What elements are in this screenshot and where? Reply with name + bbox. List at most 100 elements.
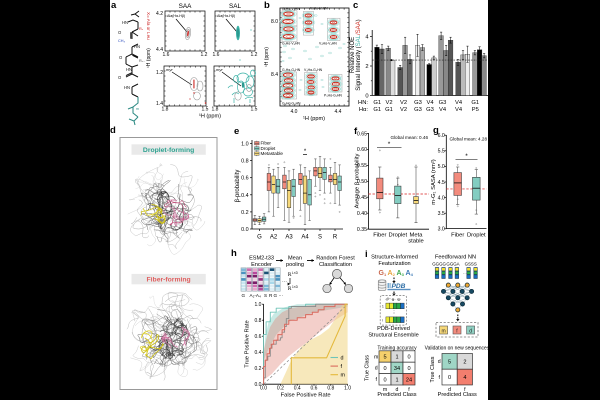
svg-text:A₂-A₄: A₂-A₄	[250, 293, 261, 298]
svg-text:G: G	[257, 235, 262, 241]
svg-text:pooling: pooling	[286, 262, 304, 268]
svg-text:1: 1	[382, 305, 384, 309]
svg-text:myr: myr	[216, 67, 223, 72]
svg-text:G3: G3	[414, 100, 422, 106]
svg-text:Signal Intensity (SAL/SAA): Signal Intensity (SAL/SAA)	[356, 19, 362, 90]
svg-text:Structure-Informed: Structure-Informed	[371, 255, 418, 261]
svg-text:1.2: 1.2	[156, 70, 163, 76]
svg-text:1.0: 1.0	[254, 302, 261, 308]
svg-text:Relative NOE: Relative NOE	[350, 37, 356, 73]
svg-text:0.4: 0.4	[294, 386, 301, 392]
svg-text:V2: V2	[385, 100, 392, 106]
svg-text:f: f	[375, 377, 377, 383]
svg-text:G3: G3	[426, 107, 434, 113]
svg-text:G: G	[274, 293, 278, 298]
svg-text:0.4: 0.4	[254, 350, 261, 356]
svg-text:G1: G1	[373, 107, 381, 113]
svg-text:G: G	[242, 293, 246, 298]
svg-text:SAA: SAA	[179, 3, 193, 10]
svg-text:d: d	[469, 328, 472, 334]
svg-text:V2: V2	[400, 107, 407, 113]
svg-text:1.4: 1.4	[156, 101, 163, 107]
svg-text:1.2: 1.2	[251, 52, 258, 58]
svg-text:Rₓ₋: Rₓ₋	[139, 59, 145, 63]
svg-text:0: 0	[407, 355, 410, 361]
svg-text:A4: A4	[406, 270, 414, 277]
svg-text:ss,: ss,	[385, 296, 391, 302]
svg-text:True Class: True Class	[365, 355, 371, 381]
svg-text:S: S	[318, 235, 322, 241]
svg-text:¹H (ppm): ¹H (ppm)	[199, 114, 221, 120]
svg-text:d: d	[375, 366, 378, 372]
svg-text:2: 2	[365, 64, 368, 70]
svg-text:0.6: 0.6	[241, 176, 249, 182]
svg-text:⋯: ⋯	[279, 293, 284, 298]
svg-text:HN:: HN:	[358, 100, 368, 106]
svg-text:0.6: 0.6	[311, 386, 318, 392]
svg-text:Random Forest: Random Forest	[316, 256, 355, 262]
svg-text:V2: V2	[400, 100, 407, 106]
svg-text:V4: V4	[455, 107, 463, 113]
svg-text:PDB-Derived: PDB-Derived	[377, 326, 410, 332]
svg-text:G1: G1	[471, 100, 479, 106]
svg-text:G₁Hα-G₃HN: G₁Hα-G₃HN	[282, 68, 301, 72]
svg-text:24: 24	[406, 377, 412, 383]
svg-text:Mean: Mean	[288, 256, 302, 262]
svg-text:m-G₁ SASA (nm²): m-G₁ SASA (nm²)	[431, 159, 437, 205]
svg-text:1.5: 1.5	[251, 107, 258, 113]
svg-text:A3: A3	[397, 270, 405, 277]
svg-text:0.6: 0.6	[254, 334, 261, 340]
svg-text:myr: myr	[166, 67, 173, 72]
svg-text:stable: stable	[408, 239, 423, 245]
svg-text:0.2: 0.2	[254, 366, 261, 372]
svg-text:Predicted Class: Predicted Class	[377, 392, 416, 398]
svg-text:Predicted Class: Predicted Class	[438, 392, 477, 398]
svg-text:4.0: 4.0	[438, 195, 445, 201]
svg-text:m: m	[374, 354, 378, 360]
svg-text:3.5: 3.5	[438, 211, 445, 217]
svg-text:True Class: True Class	[430, 356, 436, 382]
svg-text:4: 4	[365, 35, 369, 41]
svg-text:Hα:: Hα:	[359, 107, 369, 113]
svg-text:3.0: 3.0	[438, 227, 445, 233]
svg-text:0.55: 0.55	[357, 163, 367, 169]
svg-text:Training accuracy: Training accuracy	[377, 346, 417, 352]
svg-text:PDB: PDB	[392, 283, 406, 290]
svg-text:0: 0	[383, 377, 386, 383]
svg-text:34: 34	[394, 366, 400, 372]
svg-text:X= Ala or Leu: X= Ala or Leu	[146, 12, 151, 40]
svg-text:1.8: 1.8	[212, 107, 219, 113]
svg-text:ℝ: ℝ	[288, 286, 292, 292]
svg-text:*: *	[388, 141, 391, 148]
svg-text:0.2: 0.2	[241, 210, 249, 216]
svg-text:GGGG: GGGG	[432, 262, 446, 267]
svg-text:d: d	[396, 387, 399, 393]
svg-text:HN: HN	[122, 20, 128, 25]
svg-text:L×D: L×D	[292, 271, 299, 275]
svg-text:GSSS: GSSS	[465, 262, 477, 267]
svg-text:⋯: ⋯	[463, 271, 468, 276]
svg-text:Droplet-forming: Droplet-forming	[143, 147, 194, 154]
svg-text:0.2: 0.2	[277, 386, 284, 392]
svg-text:Feedforward NN: Feedforward NN	[435, 255, 476, 261]
svg-text:0.45: 0.45	[357, 195, 367, 201]
svg-text:0.65: 0.65	[357, 131, 367, 137]
svg-text:0.0: 0.0	[241, 227, 249, 233]
svg-text:4.4: 4.4	[335, 109, 342, 115]
svg-text:1.0: 1.0	[344, 386, 351, 392]
svg-text:1.0: 1.0	[241, 142, 249, 148]
svg-text:f: f	[456, 328, 458, 334]
svg-text:0: 0	[383, 366, 386, 372]
svg-text:V4: V4	[439, 107, 447, 113]
svg-text:0.0: 0.0	[254, 382, 261, 388]
svg-text:4.5: 4.5	[438, 180, 445, 186]
svg-text:Validation on new sequences: Validation on new sequences	[425, 346, 490, 352]
svg-text:R: R	[269, 293, 273, 298]
svg-text:8.4: 8.4	[271, 72, 278, 78]
svg-text:P5: P5	[472, 107, 479, 113]
svg-text:f: f	[408, 387, 410, 393]
svg-text:d: d	[448, 387, 451, 393]
svg-text:Meta: Meta	[410, 233, 424, 239]
svg-text:i: i	[382, 318, 383, 322]
svg-text:Classification: Classification	[319, 262, 352, 268]
